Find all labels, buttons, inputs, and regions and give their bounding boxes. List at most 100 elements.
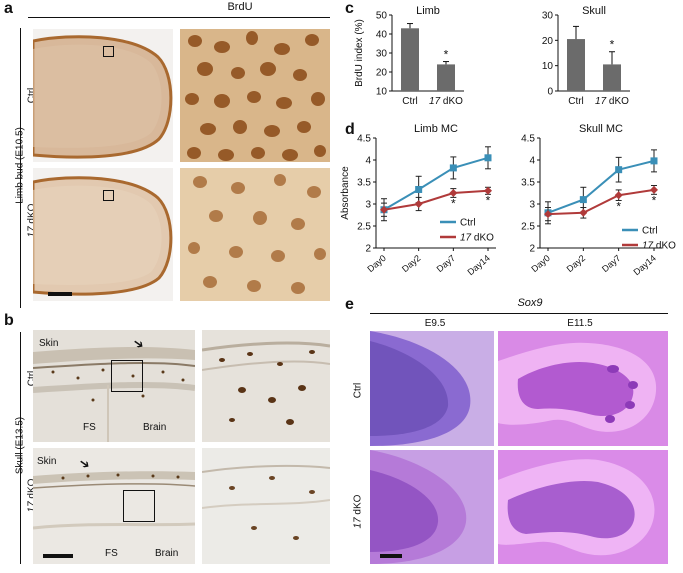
chart-title: Limb MC <box>414 123 458 135</box>
y-axis-label: Absorbance <box>340 166 351 220</box>
panel-e-row-dko: 17 dKO <box>352 494 364 529</box>
panel-b-side-label: Skull (E13.5) <box>14 416 26 475</box>
category-text: Ctrl <box>568 96 584 107</box>
sox9-ctrl-e11-5 <box>498 331 668 446</box>
significance-mark: * <box>610 38 615 52</box>
panel-d-label: d <box>345 121 355 138</box>
legend-prefix: 17 <box>642 241 654 252</box>
panel-a-header: BrdU <box>227 1 253 13</box>
y-tick-label: 3 <box>365 200 371 211</box>
bar <box>603 64 621 91</box>
y-tick-label: 30 <box>542 11 554 22</box>
data-point <box>650 185 658 194</box>
legend-label: 17 dKO <box>460 233 494 244</box>
panel-a-side-label: Limb bud (E10.5) <box>14 127 26 204</box>
col-e11-5: E11.5 <box>567 318 593 329</box>
y-tick-label: 2.5 <box>521 222 535 233</box>
category-label: 17 dKO <box>429 96 463 107</box>
y-tick-label: 4.5 <box>357 134 371 145</box>
legend-text: dKO <box>471 233 494 244</box>
category-text: Ctrl <box>402 96 418 107</box>
fs-label: FS <box>105 548 118 559</box>
panel-d-charts: Limb MC 2 2.5 3 3.5 4 4.5 Absorbance Day0 Day2 Day… <box>340 123 676 277</box>
y-axis-label: BrdU index (%) <box>354 19 365 87</box>
x-tick-label: Day14 <box>465 253 491 277</box>
y-tick-label: 4 <box>529 156 535 167</box>
x-tick-label: Day0 <box>365 253 388 274</box>
y-tick-label: 3 <box>529 200 535 211</box>
bar <box>437 64 455 91</box>
y-tick-label: 50 <box>376 11 388 22</box>
y-tick-label: 0 <box>547 87 553 98</box>
series-line <box>383 189 489 211</box>
skull-dko-zoom <box>202 448 330 564</box>
brain-label: Brain <box>155 548 179 559</box>
panel-e-row-ctrl: Ctrl <box>352 382 364 399</box>
panel-b-side-rule <box>20 332 21 564</box>
data-point <box>544 210 552 219</box>
inset-box <box>111 360 143 392</box>
significance-mark: * <box>451 196 456 210</box>
significance-mark: * <box>616 199 621 213</box>
legend-label: Ctrl <box>642 226 658 237</box>
panel-c-label: c <box>345 0 354 17</box>
y-tick-label: 20 <box>542 36 554 47</box>
sox9-ctrl-e9-5 <box>370 331 494 446</box>
x-tick-label: Day2 <box>565 253 588 274</box>
scale-bar <box>43 554 73 558</box>
significance-mark: * <box>486 193 491 207</box>
panel-e-header: Sox9 <box>517 297 543 309</box>
y-tick-label: 30 <box>376 49 388 60</box>
sox9-dko-e11-5 <box>498 450 668 564</box>
inset-box <box>103 190 114 201</box>
sox9-dko-e9-5 <box>370 450 494 564</box>
data-point <box>449 189 458 197</box>
y-tick-label: 10 <box>542 61 554 72</box>
inset-box <box>103 46 114 57</box>
panel-a-side-rule <box>20 28 21 308</box>
series-line <box>547 188 655 216</box>
inset-box <box>123 490 155 522</box>
bar <box>567 39 585 91</box>
legend-text: Ctrl <box>460 218 476 229</box>
category-prefix: 17 <box>429 96 441 107</box>
y-tick-label: 2 <box>529 244 535 255</box>
limb-bud-dko-zoom <box>180 168 330 301</box>
x-tick-label: Day14 <box>631 253 657 277</box>
x-tick-label: Day7 <box>600 253 623 274</box>
category-label: 17 dKO <box>595 96 629 107</box>
x-tick-label: Day7 <box>435 253 458 274</box>
category-prefix: 17 <box>595 96 607 107</box>
data-point <box>579 208 588 217</box>
y-tick-label: 4 <box>365 156 371 167</box>
legend-text: Ctrl <box>642 226 658 237</box>
fs-label: FS <box>83 422 96 433</box>
bar <box>401 28 419 91</box>
panel-b-label: b <box>4 312 14 329</box>
y-tick-label: 2 <box>365 244 371 255</box>
data-point <box>414 200 423 208</box>
brain-label: Brain <box>143 422 167 433</box>
panel-e-label: e <box>345 296 354 313</box>
y-tick-label: 2.5 <box>357 222 371 233</box>
skin-label: Skin <box>37 456 57 467</box>
data-point <box>380 205 388 214</box>
significance-mark: * <box>652 193 657 207</box>
limb-bud-dko-micrograph <box>33 168 173 301</box>
col-e9-5: E9.5 <box>424 318 446 329</box>
skull-ctrl-micrograph: Skin FS Brain ➔ <box>33 330 195 442</box>
y-tick-label: 4.5 <box>521 134 535 145</box>
panel-a-label: a <box>4 0 13 17</box>
scale-bar <box>380 554 402 558</box>
skull-ctrl-zoom <box>202 330 330 442</box>
series-line <box>547 159 655 214</box>
significance-mark: * <box>444 48 449 62</box>
legend-label: 17 dKO <box>642 241 676 252</box>
x-tick-label: Day0 <box>529 253 552 274</box>
chart-title: Limb <box>416 5 440 17</box>
data-point <box>615 166 623 174</box>
y-tick-label: 3.5 <box>357 178 371 189</box>
limb-bud-ctrl-zoom <box>180 29 330 162</box>
data-point <box>484 154 492 162</box>
